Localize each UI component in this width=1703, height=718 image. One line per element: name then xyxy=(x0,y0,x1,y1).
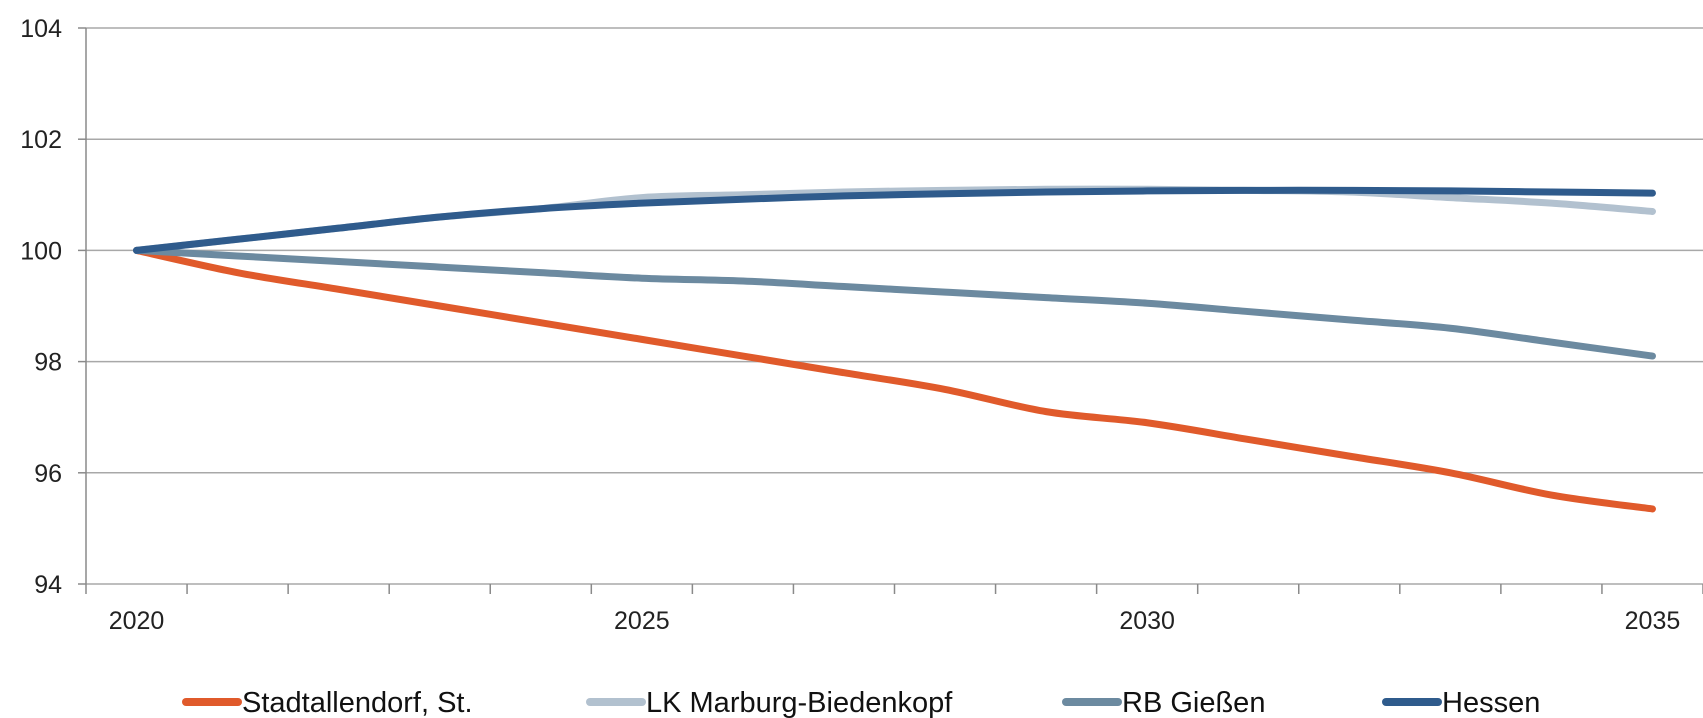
legend-label: LK Marburg-Biedenkopf xyxy=(646,687,953,718)
x-tick-label: 2025 xyxy=(614,607,670,635)
legend-label: Stadtallendorf, St. xyxy=(242,687,473,718)
x-tick-label: 2030 xyxy=(1119,607,1175,635)
y-tick-label: 104 xyxy=(20,15,62,43)
x-tick-label: 2020 xyxy=(109,607,165,635)
y-tick-label: 100 xyxy=(20,237,62,265)
series-line-3 xyxy=(133,186,1656,254)
legend-label: Hessen xyxy=(1442,687,1540,718)
series-layer xyxy=(133,185,1656,513)
legend-item-1: LK Marburg-Biedenkopf xyxy=(586,687,953,718)
legend-item-0: Stadtallendorf, St. xyxy=(182,687,473,718)
y-tick-label: 102 xyxy=(20,126,62,154)
y-tick-label: 98 xyxy=(34,349,62,377)
series-line-0 xyxy=(133,246,1656,513)
grid-layer xyxy=(86,27,1703,585)
y-tick-label: 94 xyxy=(34,571,62,599)
axis-layer: 94 96 98 100 102 104 2020 2025 2030 2035 xyxy=(20,15,1703,635)
legend-label: RB Gießen xyxy=(1122,687,1265,718)
legend-item-2: RB Gießen xyxy=(1062,687,1265,718)
legend: Stadtallendorf, St. LK Marburg-Biedenkopf… xyxy=(182,687,1540,718)
legend-item-3: Hessen xyxy=(1382,687,1540,718)
series-line-1 xyxy=(133,185,1656,254)
x-tick-label: 2035 xyxy=(1625,607,1681,635)
y-tick-label: 96 xyxy=(34,460,62,488)
series-line-2 xyxy=(133,246,1656,360)
